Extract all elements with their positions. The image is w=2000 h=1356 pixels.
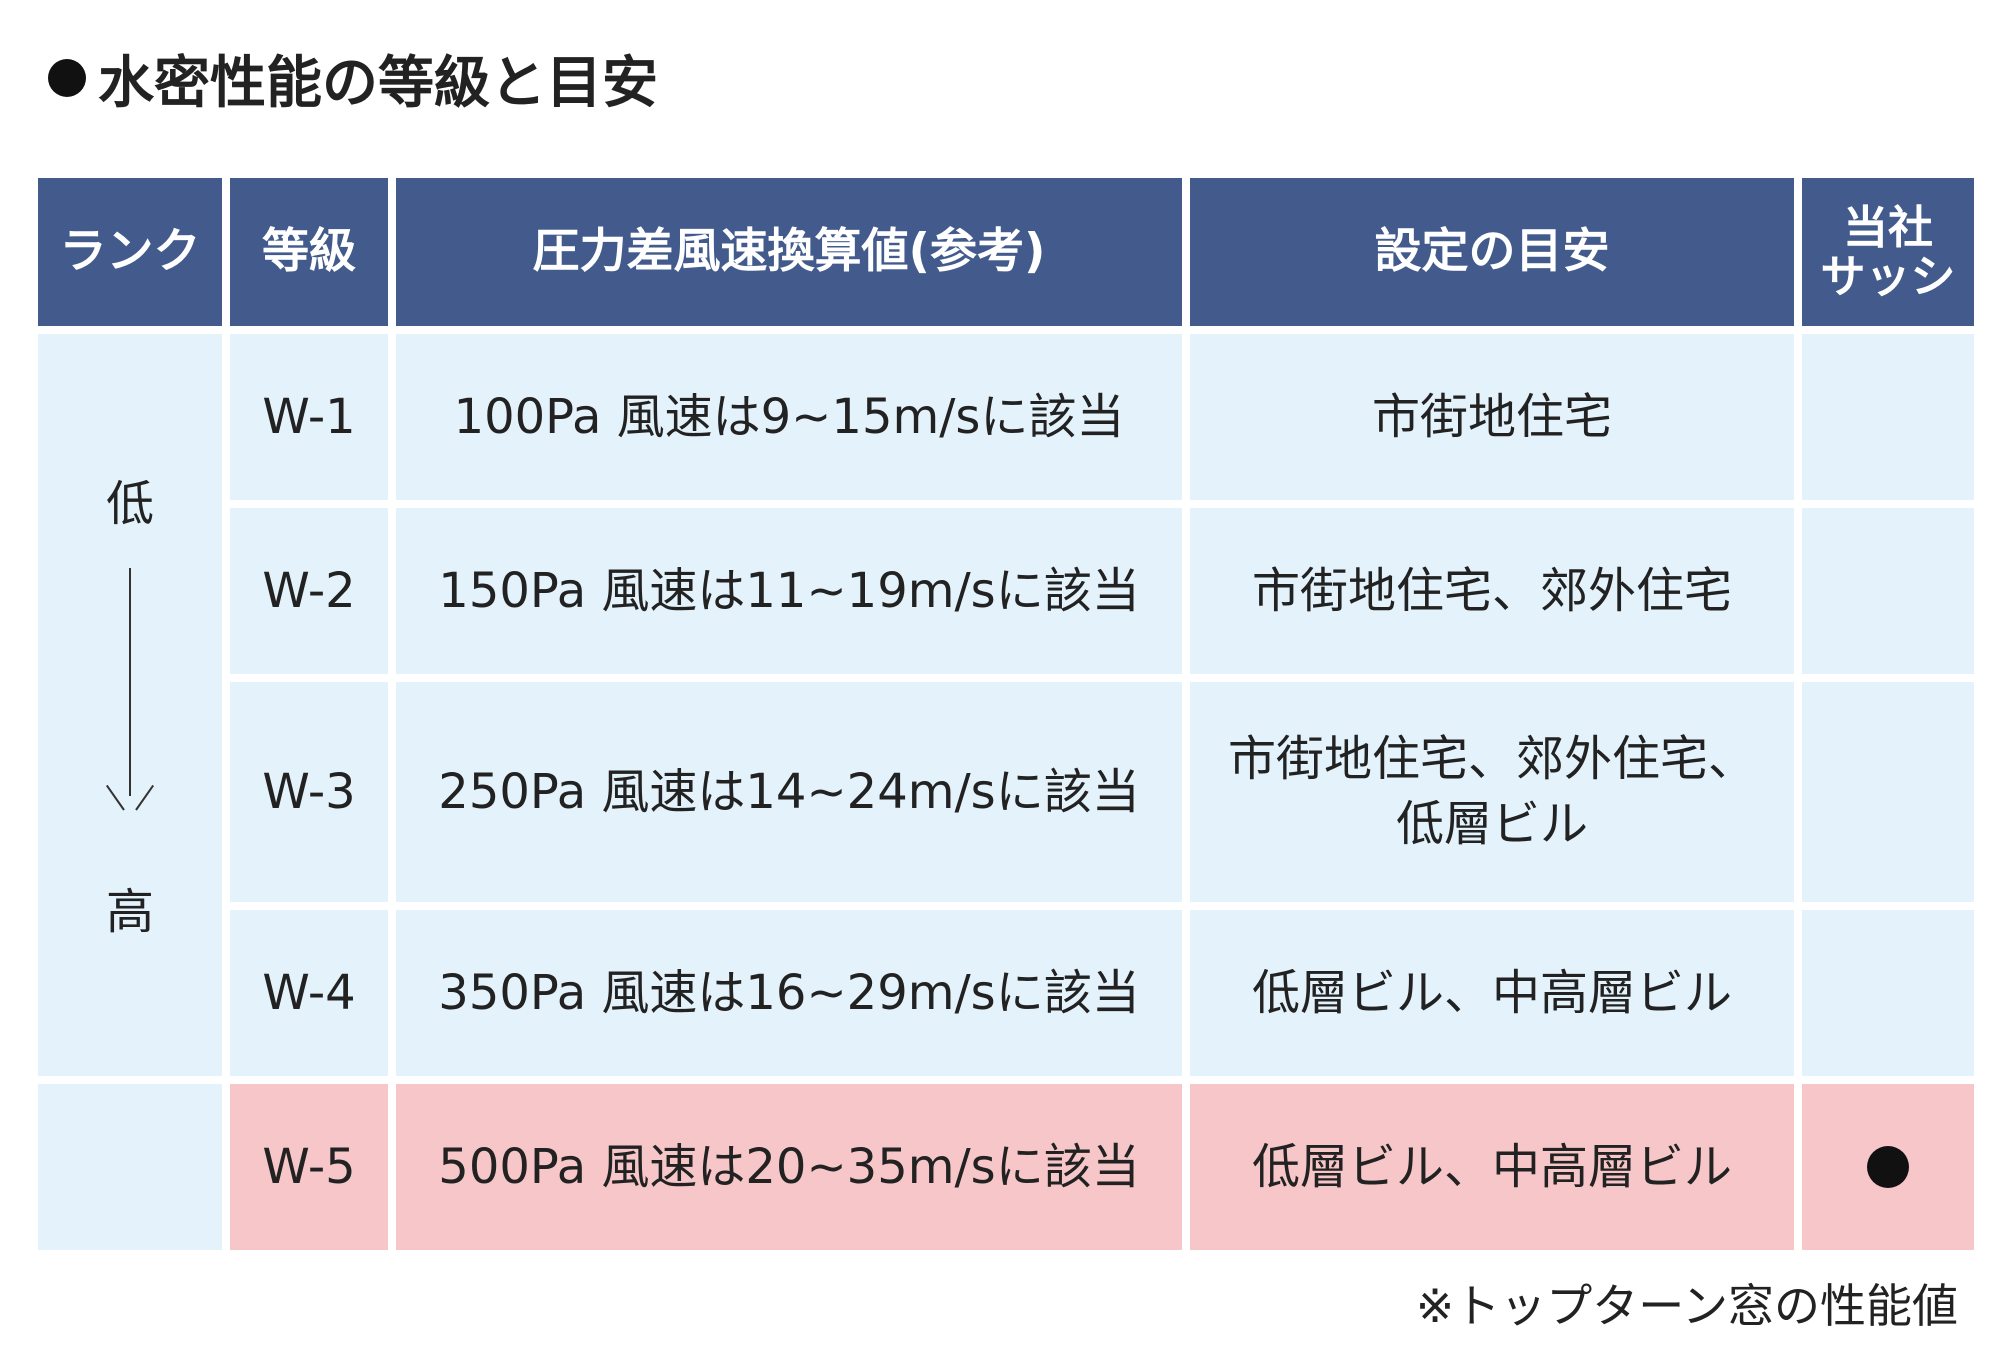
footnote: ※トップターン窓の性能値 bbox=[1415, 1279, 1958, 1333]
setting-line1: 市街地住宅 bbox=[1371, 388, 1612, 445]
pressure-cell: 500Pa 風速は20~35m/sに該当 bbox=[396, 1084, 1182, 1250]
pressure-cell: 350Pa 風速は16~29m/sに該当 bbox=[396, 910, 1182, 1076]
page-title-text: 水密性能の等級と目安 bbox=[98, 50, 658, 116]
grade-cell: W-5 bbox=[230, 1084, 388, 1250]
sash-cell bbox=[1802, 910, 1974, 1076]
water-tightness-table: ランク 等級 圧力差風速換算値(参考) 設定の目安 当社 サッシ 低 高 W-1… bbox=[38, 178, 1974, 1250]
rank-high-label: 高 bbox=[105, 884, 154, 940]
header-rank: ランク bbox=[38, 178, 222, 326]
header-our-sash: 当社 サッシ bbox=[1802, 178, 1974, 326]
page-title: 水密性能の等級と目安 bbox=[48, 38, 658, 118]
grade-cell: W-3 bbox=[230, 682, 388, 902]
grade-cell: W-2 bbox=[230, 508, 388, 674]
rank-column: 低 高 bbox=[38, 334, 222, 1076]
setting-cell: 低層ビル、中高層ビル bbox=[1190, 1084, 1794, 1250]
down-arrow-icon bbox=[105, 568, 155, 814]
our-sash-mark-icon bbox=[1867, 1146, 1909, 1188]
bullet-dot-icon bbox=[48, 59, 86, 97]
setting-line1: 低層ビル、中高層ビル bbox=[1251, 1138, 1732, 1195]
sash-cell bbox=[1802, 1084, 1974, 1250]
setting-line1: 市街地住宅、郊外住宅 bbox=[1251, 562, 1732, 619]
sash-cell bbox=[1802, 682, 1974, 902]
setting-cell: 市街地住宅 bbox=[1190, 334, 1794, 500]
header-setting: 設定の目安 bbox=[1190, 178, 1794, 326]
pressure-cell: 100Pa 風速は9~15m/sに該当 bbox=[396, 334, 1182, 500]
sash-cell bbox=[1802, 334, 1974, 500]
setting-line1: 市街地住宅、郊外住宅、 bbox=[1227, 731, 1756, 788]
setting-line1: 低層ビル、中高層ビル bbox=[1251, 964, 1732, 1021]
sash-cell bbox=[1802, 508, 1974, 674]
pressure-cell: 150Pa 風速は11~19m/sに該当 bbox=[396, 508, 1182, 674]
setting-cell: 市街地住宅、郊外住宅、 低層ビル bbox=[1190, 682, 1794, 902]
rank-column-bottom bbox=[38, 1084, 222, 1250]
grade-cell: W-4 bbox=[230, 910, 388, 1076]
header-our-sash-line1: 当社 bbox=[1842, 200, 1933, 254]
rank-low-label: 低 bbox=[105, 476, 154, 532]
header-pressure: 圧力差風速換算値(参考) bbox=[396, 178, 1182, 326]
header-our-sash-line2: サッシ bbox=[1820, 250, 1956, 303]
setting-line2: 低層ビル bbox=[1395, 796, 1588, 852]
grade-cell: W-1 bbox=[230, 334, 388, 500]
pressure-cell: 250Pa 風速は14~24m/sに該当 bbox=[396, 682, 1182, 902]
setting-cell: 市街地住宅、郊外住宅 bbox=[1190, 508, 1794, 674]
header-grade: 等級 bbox=[230, 178, 388, 326]
setting-cell: 低層ビル、中高層ビル bbox=[1190, 910, 1794, 1076]
